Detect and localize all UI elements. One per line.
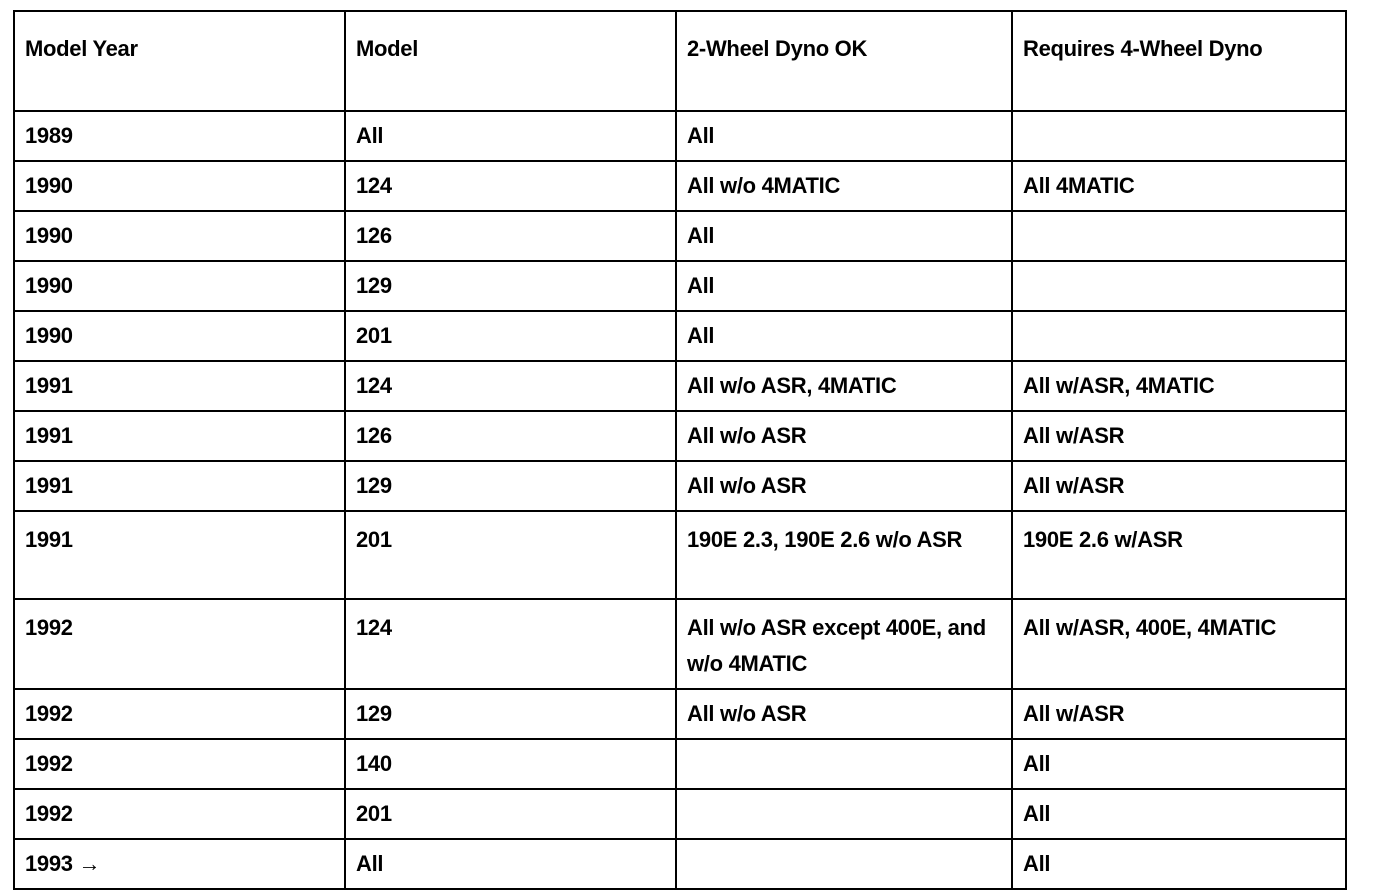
table-cell: 126 [344, 410, 677, 462]
table-cell: 124 [344, 160, 677, 212]
table-cell [1011, 310, 1347, 362]
table-cell: All w/o ASR, 4MATIC [675, 360, 1013, 412]
header-cell: 2-Wheel Dyno OK [675, 10, 1013, 112]
table-row: 1992 124 All w/o ASR except 400E, and w/o … [13, 598, 1347, 690]
table-cell: All w/o ASR except 400E, and w/o 4MATIC [675, 598, 1013, 690]
table-cell: All [675, 260, 1013, 312]
table-cell: 1989 [13, 110, 346, 162]
table-cell: 129 [344, 260, 677, 312]
table-cell: All w/o ASR [675, 688, 1013, 740]
header-cell: Requires 4-Wheel Dyno [1011, 10, 1347, 112]
table-cell: 126 [344, 210, 677, 262]
table-cell: All w/ASR, 400E, 4MATIC [1011, 598, 1347, 690]
table-cell: All [675, 310, 1013, 362]
table-row: 1991 201 190E 2.3, 190E 2.6 w/o ASR 190E 2.… [13, 510, 1347, 600]
table-cell [675, 838, 1013, 890]
table-row: 1992 201 All [13, 788, 1347, 840]
table-cell: 140 [344, 738, 677, 790]
table-cell: 1990 [13, 310, 346, 362]
table-cell: 1993 → [13, 838, 346, 890]
table-cell: 201 [344, 788, 677, 840]
table-cell: All 4MATIC [1011, 160, 1347, 212]
table-cell: 1991 [13, 410, 346, 462]
table-cell: 1990 [13, 160, 346, 212]
table-cell: 190E 2.3, 190E 2.6 w/o ASR [675, 510, 1013, 600]
table-row: 1992 129 All w/o ASR All w/ASR [13, 688, 1347, 740]
table-row: 1990 201 All [13, 310, 1347, 362]
table-row: 1992 140 All [13, 738, 1347, 790]
table-row: 1990 124 All w/o 4MATIC All 4MATIC [13, 160, 1347, 212]
table-cell [1011, 110, 1347, 162]
table-cell: 201 [344, 510, 677, 600]
table-row: 1990 129 All [13, 260, 1347, 312]
table-cell: 1992 [13, 788, 346, 840]
table-cell [1011, 260, 1347, 312]
table-cell [1011, 210, 1347, 262]
table-cell: All w/ASR [1011, 410, 1347, 462]
table-row: 1989 All All [13, 110, 1347, 162]
table-cell: 201 [344, 310, 677, 362]
table-cell: 1991 [13, 360, 346, 412]
header-row: Model Year Model 2-Wheel Dyno OK Requires 4… [13, 10, 1347, 112]
table-cell: 1991 [13, 510, 346, 600]
table-cell [675, 788, 1013, 840]
table-cell: All w/o ASR [675, 460, 1013, 512]
table-cell: All w/ASR [1011, 688, 1347, 740]
table-row: 1993 → All All [13, 838, 1347, 890]
table-row: 1991 124 All w/o ASR, 4MATIC All w/ASR, 4MA… [13, 360, 1347, 412]
table-cell: 1992 [13, 688, 346, 740]
table-cell: 1992 [13, 598, 346, 690]
table-body: 1989 All All 1990 124 All w/o 4MATIC All 4MATI… [13, 110, 1347, 890]
table-cell: All w/ASR, 4MATIC [1011, 360, 1347, 412]
table-cell: 129 [344, 460, 677, 512]
table-cell: All [675, 110, 1013, 162]
header-cell: Model Year [13, 10, 346, 112]
table-cell: 1991 [13, 460, 346, 512]
table-cell: All [1011, 738, 1347, 790]
table-cell: 190E 2.6 w/ASR [1011, 510, 1347, 600]
table-cell: 124 [344, 598, 677, 690]
table-cell: 129 [344, 688, 677, 740]
table-cell: All w/o ASR [675, 410, 1013, 462]
table-cell: All [344, 838, 677, 890]
table-cell: All [1011, 838, 1347, 890]
table-cell: 1990 [13, 260, 346, 312]
dyno-table: Model Year Model 2-Wheel Dyno OK Requires 4… [13, 10, 1347, 890]
table-cell: 1990 [13, 210, 346, 262]
table-row: 1991 129 All w/o ASR All w/ASR [13, 460, 1347, 512]
table-cell: All [1011, 788, 1347, 840]
table-cell: All [675, 210, 1013, 262]
table-cell: 124 [344, 360, 677, 412]
table-row: 1991 126 All w/o ASR All w/ASR [13, 410, 1347, 462]
table-cell: 1992 [13, 738, 346, 790]
table-cell: All w/ASR [1011, 460, 1347, 512]
header-cell: Model [344, 10, 677, 112]
table-cell: All [344, 110, 677, 162]
table-cell: All w/o 4MATIC [675, 160, 1013, 212]
table-cell [675, 738, 1013, 790]
table-row: 1990 126 All [13, 210, 1347, 262]
